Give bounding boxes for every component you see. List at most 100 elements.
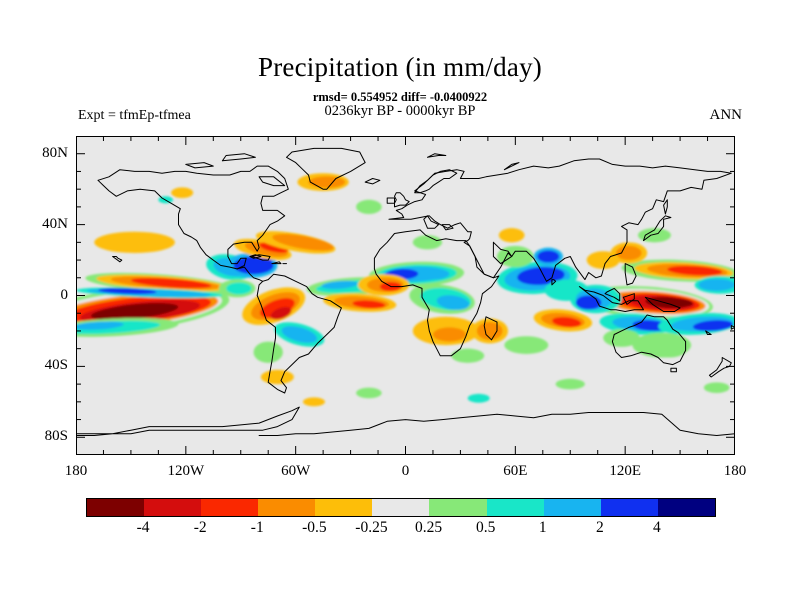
coastline-path	[271, 261, 282, 265]
map-plot-area	[76, 136, 735, 455]
coastline-path	[414, 169, 458, 194]
anomaly-contour	[352, 300, 386, 309]
anomaly-contour	[98, 307, 157, 320]
colorbar-tick-label: -0.25	[355, 519, 388, 536]
coastline-path	[256, 273, 342, 394]
anomaly-contour	[698, 278, 735, 291]
coastline-path	[386, 197, 395, 204]
x-tick-label: 120W	[167, 463, 205, 479]
coastline-path	[76, 406, 300, 436]
colorbar-tick-label: -1	[250, 519, 264, 536]
anomaly-contour	[586, 251, 620, 269]
anomaly-contour	[476, 322, 503, 340]
colorbar-segment	[657, 499, 715, 516]
colorbar-segment	[201, 499, 259, 516]
colorbar-segment	[144, 499, 202, 516]
anomaly-field	[76, 173, 735, 407]
anomaly-contour	[504, 336, 549, 354]
coastline-path	[221, 153, 256, 162]
coastline-path	[97, 165, 289, 270]
anomaly-contour	[308, 176, 346, 188]
anomaly-contour	[97, 288, 157, 295]
anomaly-contour	[270, 306, 292, 320]
x-tick-label: 180	[723, 463, 747, 479]
coastline-path	[112, 256, 123, 263]
anomaly-contour	[667, 298, 693, 307]
x-tick-label: 60E	[503, 463, 528, 479]
anomaly-contour	[260, 369, 294, 385]
coastline-path	[441, 224, 454, 231]
anomaly-contour	[171, 187, 194, 199]
coastline-path	[373, 229, 500, 357]
coastline-path	[622, 293, 635, 305]
anomaly-contour	[616, 245, 642, 261]
coastline-path	[708, 357, 732, 378]
coastline-path	[483, 316, 498, 341]
season-label: ANN	[709, 107, 743, 123]
colorbar-tick-label: 2	[595, 519, 604, 536]
coastline-path	[578, 286, 644, 312]
coastline-path	[364, 178, 381, 185]
anomaly-contour	[432, 327, 466, 342]
colorbar-tick-label: -4	[136, 519, 150, 536]
coastline-path	[258, 176, 286, 187]
colorbar-tick-label: 0.5	[475, 519, 496, 536]
anomaly-contour	[226, 282, 252, 295]
anomaly-contour	[76, 321, 124, 330]
coastline-path	[258, 412, 735, 436]
colorbar	[86, 498, 716, 517]
plot-frame	[76, 136, 735, 455]
coastline-path	[644, 296, 681, 312]
period-subtitle: 0236kyr BP - 0000kyr BP	[324, 103, 476, 119]
colorbar-segment	[600, 499, 658, 516]
coastline-path	[249, 254, 262, 259]
y-tick-label: 40S	[44, 357, 68, 374]
colorbar-tick-label: 1	[538, 519, 547, 536]
page-title: Precipitation (in mm/day)	[258, 52, 542, 82]
coastline-path	[604, 287, 621, 302]
x-tick-label: 60W	[281, 463, 311, 479]
y-tick-label: 40N	[42, 215, 68, 232]
anomaly-contour	[321, 280, 358, 289]
coastline-path	[663, 199, 668, 215]
anomaly-contour	[103, 235, 159, 250]
map-svg	[76, 136, 735, 455]
anomaly-contour	[412, 235, 443, 250]
anomaly-contour	[302, 397, 325, 407]
coastline-path	[185, 162, 214, 169]
anomaly-contour	[259, 242, 289, 253]
anomaly-contour	[575, 295, 602, 310]
colorbar-tick-label: 4	[653, 519, 661, 536]
anomaly-contour	[650, 339, 688, 358]
anomaly-contour	[281, 326, 318, 343]
y-tick-label: 80N	[42, 144, 68, 161]
anomaly-contour	[692, 320, 734, 332]
coastline-path	[236, 266, 264, 282]
experiment-label: Expt = tfmEp-tfmea	[78, 108, 191, 123]
anomaly-contour	[356, 199, 382, 214]
anomaly-contour	[603, 329, 640, 347]
anomaly-contour	[356, 387, 382, 399]
y-tick-label: 0	[60, 286, 69, 303]
coastline-path	[611, 314, 687, 366]
coastline-path	[503, 162, 520, 171]
anomaly-contour	[420, 268, 450, 280]
coastline-path	[492, 241, 513, 265]
colorbar-tick-label: 0.25	[414, 519, 443, 536]
colorbar-segment	[258, 499, 316, 516]
anomaly-contour	[555, 378, 585, 390]
colorbar-segment	[543, 499, 601, 516]
anomaly-contour	[498, 228, 525, 243]
coastline-path	[423, 215, 439, 229]
anomaly-contour	[552, 316, 582, 328]
anomaly-contour	[517, 267, 565, 285]
anomaly-contour	[537, 250, 560, 263]
colorbar-segment	[486, 499, 544, 516]
anomaly-contour	[667, 265, 723, 276]
anomaly-contour	[131, 278, 212, 289]
coastline-path	[730, 325, 735, 330]
coastline-path	[427, 153, 447, 158]
coastline-path	[643, 215, 672, 242]
colorbar-segment	[87, 499, 145, 516]
coastline-path	[670, 367, 677, 373]
